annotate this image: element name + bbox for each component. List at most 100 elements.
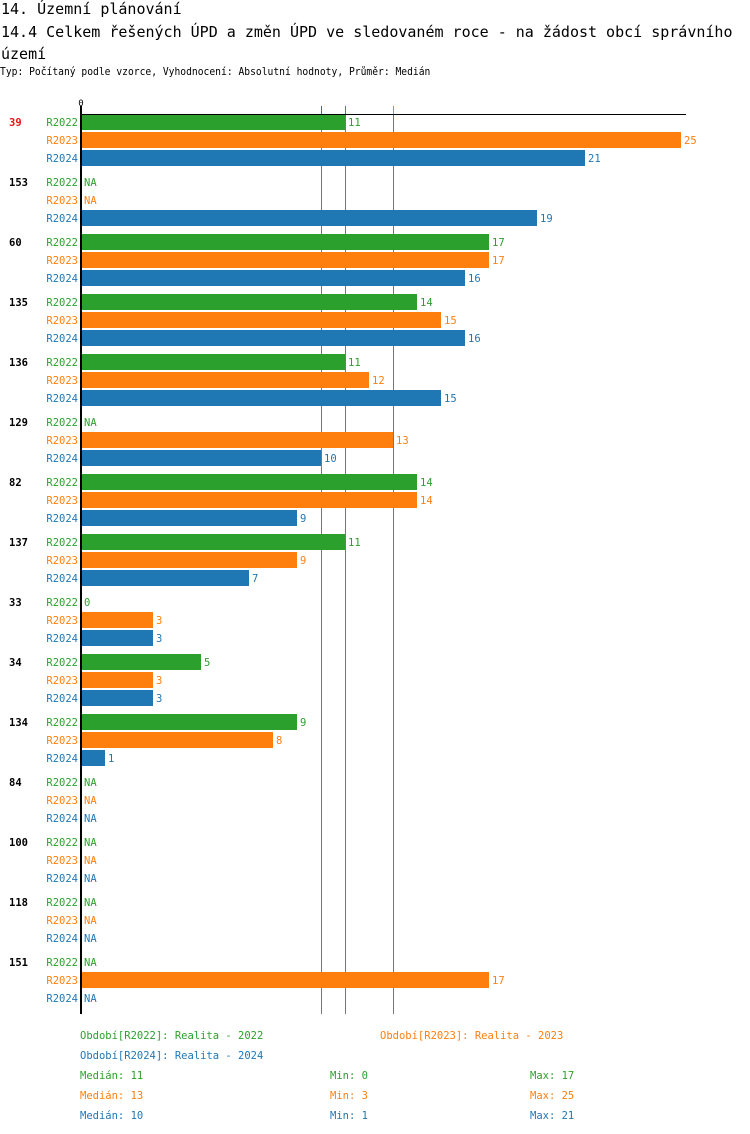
max-r2024: Max: 21 [530, 1110, 575, 1122]
series-label: R2022 [46, 717, 78, 729]
bar-R2023 [81, 732, 273, 748]
na-label: NA [84, 855, 97, 867]
bar-R2024 [81, 450, 321, 466]
max-r2023: Max: 25 [530, 1090, 575, 1102]
data-label: 10 [324, 453, 337, 465]
data-label: 14 [420, 495, 433, 507]
bar-R2024 [81, 150, 585, 166]
data-label: 15 [444, 315, 457, 327]
bar-R2022 [81, 114, 345, 130]
series-label: R2022 [46, 117, 78, 129]
series-label: R2024 [46, 153, 78, 165]
na-label: NA [84, 813, 97, 825]
data-label: 14 [420, 477, 433, 489]
data-label: 8 [276, 735, 282, 747]
bar-R2022 [81, 474, 417, 490]
data-label: 16 [468, 273, 481, 285]
series-label: R2022 [46, 957, 78, 969]
series-label: R2024 [46, 393, 78, 405]
bar-R2023 [81, 312, 441, 328]
bar-R2022 [81, 294, 417, 310]
bar-R2024 [81, 330, 465, 346]
series-label: R2022 [46, 777, 78, 789]
data-label: 1 [108, 753, 114, 765]
na-label: NA [84, 417, 97, 429]
na-label: NA [84, 195, 97, 207]
min-r2022: Min: 0 [330, 1070, 368, 1082]
bar-R2023 [81, 372, 369, 388]
bar-R2023 [81, 492, 417, 508]
data-label: 3 [156, 693, 162, 705]
category-label: 129 [9, 417, 28, 429]
category-label: 153 [9, 177, 28, 189]
na-label: NA [84, 933, 97, 945]
bar-R2023 [81, 252, 489, 268]
bar-R2023 [81, 672, 153, 688]
category-label: 60 [9, 237, 22, 249]
median-r2023: Medián: 13 [80, 1090, 144, 1102]
legend-r2023: Období[R2023]: Realita - 2023 [380, 1030, 564, 1042]
na-label: NA [84, 837, 97, 849]
series-label: R2024 [46, 453, 78, 465]
legend-r2022: Období[R2022]: Realita - 2022 [80, 1030, 264, 1042]
bar-R2022 [81, 534, 345, 550]
data-label: 16 [468, 333, 481, 345]
series-label: R2023 [46, 135, 78, 147]
min-r2023: Min: 3 [330, 1090, 368, 1102]
data-label: 5 [204, 657, 210, 669]
data-label: 11 [348, 537, 361, 549]
na-label: NA [84, 957, 97, 969]
data-label: 11 [348, 117, 361, 129]
series-label: R2023 [46, 195, 78, 207]
series-label: R2022 [46, 177, 78, 189]
series-label: R2024 [46, 213, 78, 225]
series-label: R2023 [46, 915, 78, 927]
series-label: R2022 [46, 477, 78, 489]
na-label: NA [84, 177, 97, 189]
na-label: NA [84, 897, 97, 909]
series-label: R2024 [46, 693, 78, 705]
category-label: 33 [9, 597, 22, 609]
data-label: 25 [684, 135, 697, 147]
bar-R2022 [81, 354, 345, 370]
chart-title: 14.4 Celkem řešených ÚPD a změn ÚPD ve s… [1, 23, 733, 63]
series-label: R2023 [46, 615, 78, 627]
series-label: R2024 [46, 333, 78, 345]
series-label: R2023 [46, 555, 78, 567]
bar-R2024 [81, 210, 537, 226]
data-label: 3 [156, 633, 162, 645]
bar-R2022 [81, 714, 297, 730]
data-label: 21 [588, 153, 601, 165]
category-label: 135 [9, 297, 28, 309]
data-label: 12 [372, 375, 385, 387]
series-label: R2023 [46, 495, 78, 507]
bar-R2023 [81, 612, 153, 628]
category-label: 34 [9, 657, 22, 669]
series-label: R2024 [46, 273, 78, 285]
median-r2024: Medián: 10 [80, 1110, 144, 1122]
bar-R2023 [81, 132, 681, 148]
category-label: 100 [9, 837, 28, 849]
series-label: R2023 [46, 315, 78, 327]
na-label: NA [84, 915, 97, 927]
bar-R2023 [81, 552, 297, 568]
data-label: 9 [300, 513, 306, 525]
series-label: R2022 [46, 297, 78, 309]
data-label: 3 [156, 675, 162, 687]
series-label: R2022 [46, 237, 78, 249]
category-label: 118 [9, 897, 28, 909]
bar-R2024 [81, 690, 153, 706]
series-label: R2023 [46, 375, 78, 387]
series-label: R2022 [46, 417, 78, 429]
category-label: 151 [9, 957, 28, 969]
bar-R2024 [81, 390, 441, 406]
section-title: 14. Územní plánování [1, 0, 182, 18]
bar-R2023 [81, 972, 489, 988]
data-label: 13 [396, 435, 409, 447]
series-label: R2023 [46, 435, 78, 447]
series-label: R2024 [46, 753, 78, 765]
min-r2024: Min: 1 [330, 1110, 368, 1122]
category-label: 137 [9, 537, 28, 549]
category-label: 84 [9, 777, 22, 789]
data-label: 17 [492, 237, 505, 249]
